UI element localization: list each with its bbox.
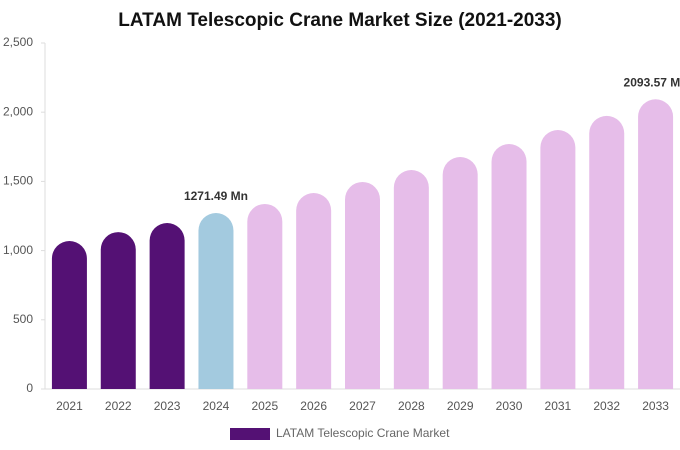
bar (442, 157, 478, 389)
bar (247, 203, 283, 389)
bar (589, 115, 625, 389)
x-tick-label: 2029 (447, 399, 474, 413)
bar (296, 193, 332, 389)
y-tick-label: 1,000 (3, 243, 33, 257)
x-tick-label: 2032 (593, 399, 620, 413)
bar (491, 144, 527, 389)
data-label: 2093.57 Mn (624, 75, 680, 89)
data-label: 1271.49 Mn (184, 189, 248, 203)
chart-title: LATAM Telescopic Crane Market Size (2021… (118, 10, 562, 31)
x-tick-label: 2026 (300, 399, 327, 413)
bar (345, 181, 380, 389)
x-tick-label: 2030 (496, 399, 523, 413)
bar (51, 241, 87, 389)
x-tick-label: 2028 (398, 399, 425, 413)
x-tick-label: 2022 (105, 399, 132, 413)
legend-label: LATAM Telescopic Crane Market (276, 426, 450, 440)
x-tick-label: 2023 (154, 399, 181, 413)
y-tick-label: 500 (13, 312, 33, 326)
bar (393, 170, 429, 389)
x-tick-label: 2021 (56, 399, 83, 413)
bar (149, 223, 185, 389)
y-tick-label: 0 (26, 381, 33, 395)
x-tick-label: 2024 (203, 399, 230, 413)
y-tick-label: 2,500 (3, 35, 33, 49)
bar (638, 99, 674, 389)
legend-swatch (230, 428, 270, 440)
bar (100, 232, 136, 389)
bar (540, 130, 576, 390)
x-tick-label: 2033 (642, 399, 669, 413)
x-tick-label: 2027 (349, 399, 376, 413)
y-tick-label: 1,500 (3, 174, 33, 188)
x-tick-label: 2025 (251, 399, 278, 413)
y-tick-label: 2,000 (3, 104, 33, 118)
bar (198, 213, 234, 389)
x-tick-label: 2031 (545, 399, 572, 413)
